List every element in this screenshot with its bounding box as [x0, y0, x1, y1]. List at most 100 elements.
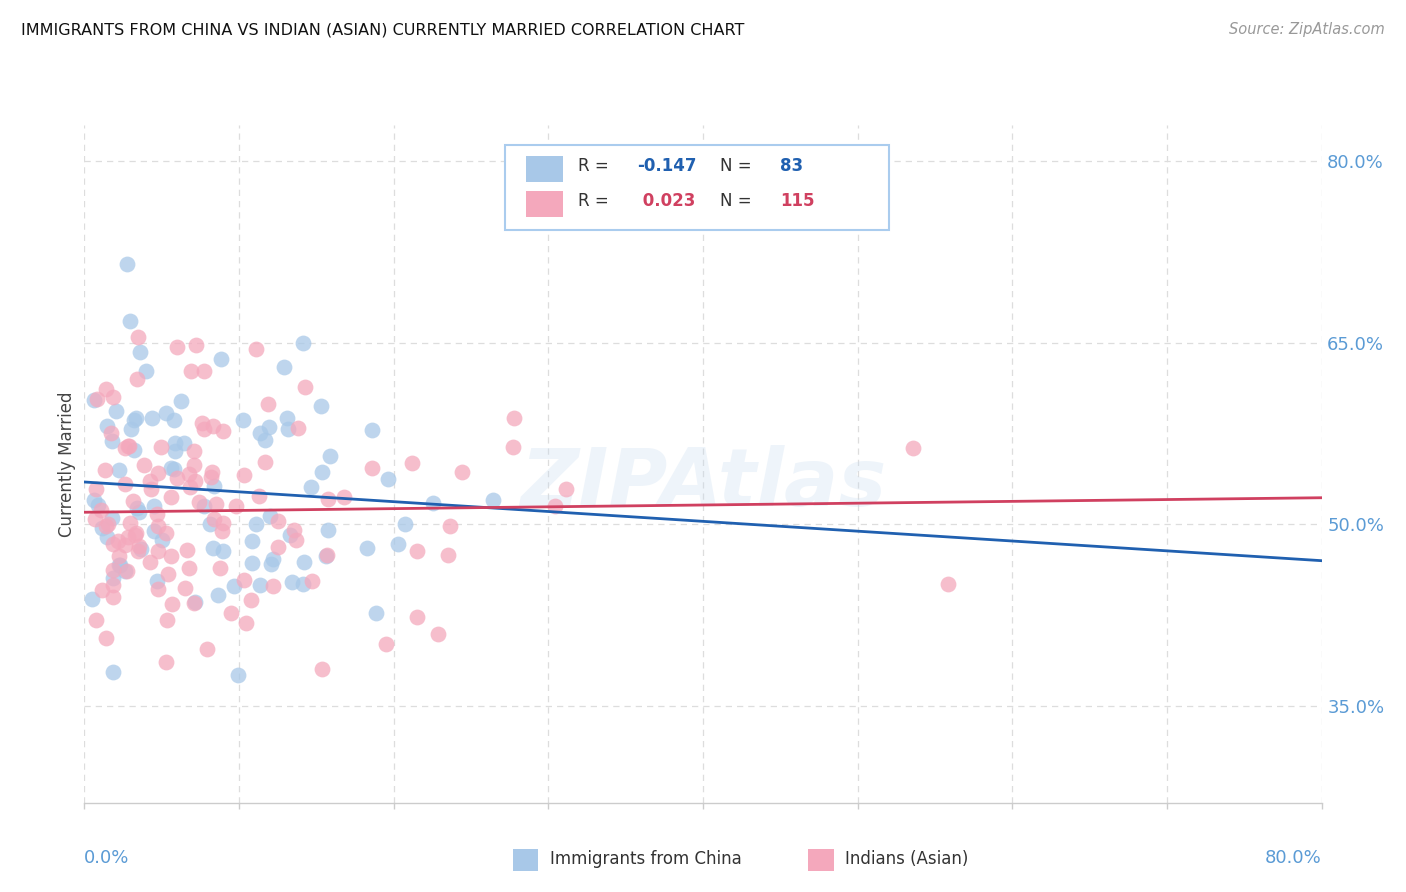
Text: N =: N =: [720, 192, 758, 210]
Point: [181, 351, 204, 365]
Point: [389, 504, 412, 518]
Text: R =: R =: [578, 157, 614, 175]
Point: [107, 462, 129, 476]
Point: [323, 612, 346, 626]
Point: [107, 553, 129, 567]
Point: [269, 467, 291, 481]
Point: [91, 666, 114, 681]
Point: [131, 338, 153, 352]
Point: [86, 404, 108, 418]
Bar: [526, 191, 564, 217]
Point: [142, 476, 165, 491]
Point: [172, 608, 194, 623]
Point: [510, 515, 533, 529]
Point: [162, 720, 184, 734]
Point: [90, 488, 112, 502]
Point: [163, 425, 186, 440]
Point: [198, 621, 221, 635]
Point: [356, 505, 378, 519]
Point: [190, 597, 212, 611]
Point: [165, 419, 187, 434]
Point: [149, 576, 172, 591]
Point: [228, 370, 250, 384]
Point: [378, 506, 401, 520]
Point: [115, 508, 138, 522]
Point: [84, 431, 107, 445]
Point: [239, 423, 262, 437]
Point: [187, 478, 209, 492]
Point: [111, 458, 134, 473]
Point: [270, 362, 292, 376]
Text: R =: R =: [578, 192, 614, 210]
Point: [288, 509, 311, 524]
Point: [90, 436, 112, 450]
Point: [115, 581, 138, 595]
Point: [87, 463, 110, 477]
Point: [184, 516, 207, 531]
Point: [94, 566, 117, 580]
Point: [169, 556, 191, 570]
Point: [231, 580, 253, 594]
Point: [125, 507, 148, 521]
Point: [159, 569, 181, 583]
Point: [276, 572, 298, 586]
Point: [114, 491, 136, 506]
Point: [83, 317, 105, 331]
Point: [173, 550, 195, 565]
Point: [82, 492, 104, 507]
Point: [181, 609, 204, 624]
Point: [84, 590, 107, 604]
Point: [136, 453, 159, 467]
Text: 80.0%: 80.0%: [1265, 849, 1322, 867]
Point: [260, 437, 283, 451]
Point: [501, 657, 523, 671]
Point: [318, 540, 340, 554]
Point: [291, 538, 314, 552]
Point: [108, 516, 131, 530]
Point: [127, 622, 149, 636]
Point: [201, 494, 224, 508]
Point: [276, 365, 298, 379]
Point: [152, 361, 174, 376]
Point: [375, 508, 398, 523]
Point: [201, 493, 224, 508]
Point: [132, 529, 155, 543]
Point: [276, 612, 298, 626]
Point: [574, 580, 596, 594]
Point: [87, 389, 110, 403]
Point: [176, 580, 198, 594]
Point: [245, 539, 267, 553]
Point: [87, 487, 110, 501]
Point: [201, 594, 224, 608]
Point: [97, 467, 120, 481]
Point: [91, 519, 114, 533]
Point: [195, 441, 218, 455]
Point: [373, 567, 395, 582]
Point: [190, 540, 212, 554]
Point: [346, 550, 368, 565]
Point: [114, 495, 136, 509]
Point: [315, 442, 337, 457]
Point: [86, 422, 108, 436]
Point: [305, 445, 328, 459]
Point: [214, 527, 236, 541]
Point: [183, 533, 205, 548]
Point: [432, 523, 454, 537]
Point: [120, 431, 142, 445]
Text: Immigrants from China: Immigrants from China: [550, 850, 741, 868]
Point: [481, 444, 503, 458]
Point: [267, 414, 290, 428]
Point: [93, 487, 115, 501]
Point: [134, 545, 156, 559]
Point: [103, 469, 125, 483]
Point: [735, 494, 758, 508]
Point: [128, 424, 150, 438]
Point: [112, 462, 135, 476]
Point: [184, 537, 207, 551]
Point: [163, 403, 186, 417]
Point: [411, 500, 433, 514]
Point: [197, 425, 219, 440]
Point: [84, 383, 107, 397]
Point: [319, 535, 342, 549]
Point: [142, 417, 165, 432]
